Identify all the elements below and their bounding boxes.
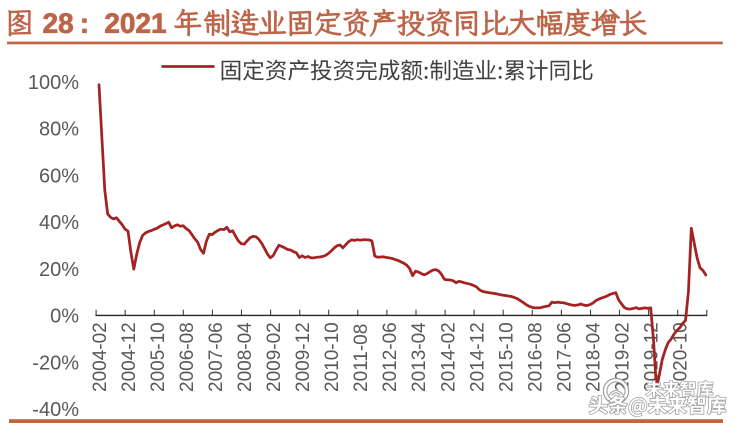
svg-text:2005-10: 2005-10	[148, 322, 169, 392]
svg-text:80%: 80%	[39, 119, 79, 141]
svg-text:2013-04: 2013-04	[409, 322, 430, 392]
svg-text:20%: 20%	[39, 259, 79, 281]
svg-text:2014-12: 2014-12	[467, 322, 488, 392]
svg-text:0%: 0%	[50, 306, 79, 328]
svg-text:2015-10: 2015-10	[496, 322, 517, 392]
svg-text:-40%: -40%	[32, 399, 79, 421]
svg-text:-20%: -20%	[32, 352, 79, 374]
svg-text:2009-02: 2009-02	[264, 322, 285, 392]
svg-text:2020-10: 2020-10	[671, 322, 692, 392]
svg-text:2014-02: 2014-02	[438, 322, 459, 392]
svg-text:2009-12: 2009-12	[293, 322, 314, 392]
svg-text:2019-02: 2019-02	[612, 322, 633, 392]
svg-text:60%: 60%	[39, 165, 79, 187]
svg-text:2019-12: 2019-12	[642, 322, 663, 392]
svg-text:2006-08: 2006-08	[177, 322, 198, 392]
svg-text:2017-06: 2017-06	[554, 322, 575, 392]
svg-text:2004-02: 2004-02	[90, 322, 111, 392]
svg-text:2007-06: 2007-06	[206, 322, 227, 392]
svg-text:2012-06: 2012-06	[380, 322, 401, 392]
svg-text:2010-10: 2010-10	[322, 322, 343, 392]
svg-text:2004-12: 2004-12	[119, 322, 140, 392]
svg-text:2011-08: 2011-08	[351, 324, 372, 392]
svg-text:100%: 100%	[28, 72, 79, 94]
svg-text:2016-08: 2016-08	[525, 322, 546, 392]
svg-text:40%: 40%	[39, 212, 79, 234]
svg-text:2018-04: 2018-04	[583, 322, 604, 392]
svg-text:2008-04: 2008-04	[235, 322, 256, 392]
